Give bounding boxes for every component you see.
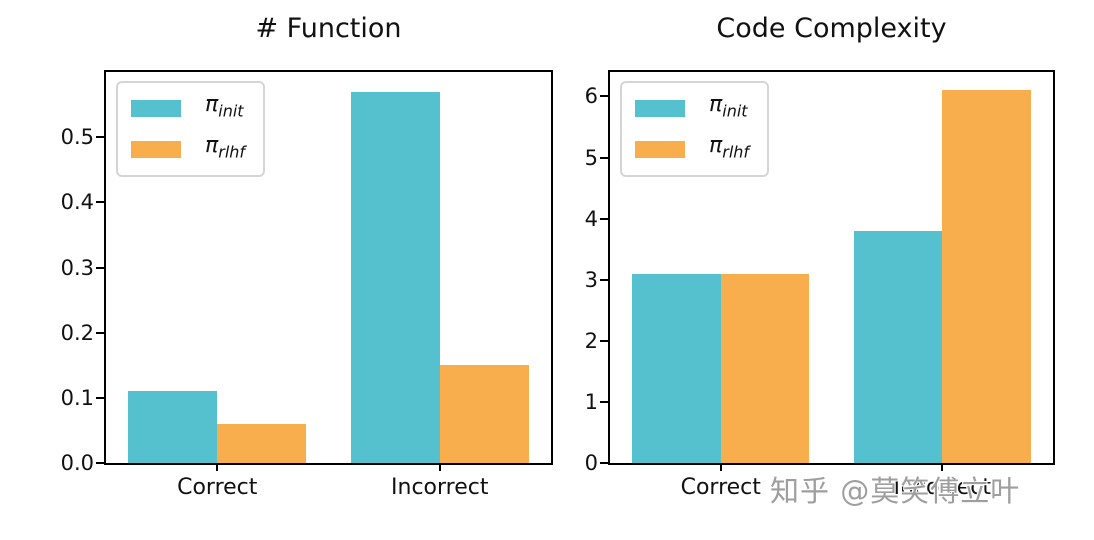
y-tick-label: 0.2 bbox=[60, 320, 94, 345]
y-tick-label: 0.5 bbox=[60, 125, 94, 150]
chart-title: Code Complexity bbox=[716, 13, 947, 44]
y-tick bbox=[600, 339, 608, 342]
bar-pi_rlhf-incorrect bbox=[439, 365, 529, 463]
chart-title: # Function bbox=[255, 13, 402, 44]
y-tick-label: 0.4 bbox=[60, 190, 94, 215]
bar-pi_rlhf-correct bbox=[720, 273, 810, 463]
legend-swatch-icon bbox=[131, 141, 181, 159]
y-tick bbox=[96, 396, 104, 399]
legend-label: πrlhf bbox=[205, 133, 246, 162]
y-tick bbox=[600, 462, 608, 464]
bar-pi_rlhf-incorrect bbox=[942, 90, 1031, 463]
legend-swatch-icon bbox=[635, 99, 685, 117]
x-tick-label: Incorrect bbox=[893, 475, 991, 500]
x-tick bbox=[216, 463, 219, 471]
y-tick bbox=[600, 156, 608, 159]
y-tick-label: 2 bbox=[584, 328, 598, 353]
x-tick-label: Correct bbox=[177, 475, 258, 500]
y-tick-label: 6 bbox=[584, 84, 598, 109]
plot-area: 0 1 2 3 4 5 6 Correct Incorrect πinit πrlhf bbox=[585, 70, 1055, 500]
bar-pi_init-correct bbox=[632, 273, 721, 463]
legend-item-pi_init: πinit bbox=[635, 93, 749, 123]
plot-area: 0.0 0.1 0.2 0.3 0.4 0.5 Correct Incorrect πinit π… bbox=[61, 70, 553, 500]
bar-pi_init-incorrect bbox=[853, 230, 943, 463]
legend-label: πinit bbox=[205, 92, 244, 121]
y-tick-label: 0.1 bbox=[60, 385, 94, 410]
y-tick bbox=[96, 462, 104, 464]
x-tick bbox=[438, 463, 441, 471]
y-tick bbox=[600, 95, 608, 98]
watermark: 知乎 @莫笑傅立叶 bbox=[770, 474, 1021, 508]
bar-pi_init-correct bbox=[128, 391, 218, 463]
y-tick-label: 0.3 bbox=[60, 255, 94, 280]
y-tick bbox=[96, 201, 104, 204]
x-tick-label: Correct bbox=[680, 475, 761, 500]
y-tick-label: 1 bbox=[584, 389, 598, 414]
bar-pi_rlhf-correct bbox=[217, 423, 307, 463]
bar-pi_init-incorrect bbox=[350, 91, 440, 463]
legend-swatch-icon bbox=[635, 141, 685, 159]
y-tick bbox=[600, 217, 608, 220]
y-tick-label: 5 bbox=[584, 145, 598, 170]
y-tick bbox=[96, 136, 104, 139]
x-tick bbox=[941, 463, 944, 471]
legend-swatch-icon bbox=[131, 99, 181, 117]
legend-item-pi_init: πinit bbox=[131, 93, 245, 123]
legend-label: πinit bbox=[709, 92, 748, 121]
y-tick bbox=[600, 400, 608, 403]
x-tick bbox=[719, 463, 722, 471]
x-tick-label: Incorrect bbox=[391, 475, 489, 500]
y-tick bbox=[96, 331, 104, 334]
legend-item-pi_rlhf: πrlhf bbox=[635, 134, 749, 164]
y-tick-label: 4 bbox=[584, 206, 598, 231]
y-tick-label: 0 bbox=[584, 451, 598, 475]
y-tick bbox=[600, 278, 608, 281]
legend: πinit πrlhf bbox=[620, 81, 770, 177]
legend-label: πrlhf bbox=[709, 133, 750, 162]
legend-item-pi_rlhf: πrlhf bbox=[131, 134, 245, 164]
legend: πinit πrlhf bbox=[116, 81, 266, 177]
y-tick-label: 3 bbox=[584, 267, 598, 292]
y-tick-label: 0.0 bbox=[60, 451, 94, 475]
y-tick bbox=[96, 266, 104, 269]
